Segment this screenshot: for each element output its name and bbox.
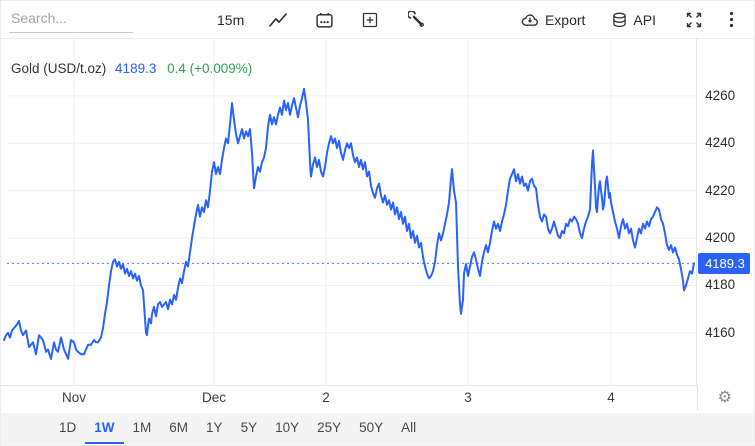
add-indicator-button[interactable]: [358, 8, 382, 32]
tools-button[interactable]: [404, 8, 428, 32]
date-range-button[interactable]: [312, 8, 336, 32]
plus-square-icon: [361, 11, 379, 29]
last-price-tag: 4189.3: [698, 252, 750, 274]
chart-row: Gold (USD/t.oz) 4189.3 0.4 (+0.009%) 418…: [1, 39, 754, 385]
range-button-6m[interactable]: 6M: [169, 420, 189, 435]
price-axis-label: 4200: [705, 230, 736, 246]
axis-corner-line: [697, 385, 698, 411]
kebab-menu-icon: [729, 11, 734, 28]
chart-type-button[interactable]: [266, 8, 290, 32]
wrench-icon: [407, 11, 425, 28]
api-label: API: [633, 11, 656, 28]
price-axis-label: 4180: [705, 277, 736, 293]
range-button-1w[interactable]: 1W: [85, 413, 124, 444]
export-button[interactable]: Export: [520, 12, 585, 28]
time-axis-label: 3: [464, 390, 472, 405]
price-chart-plot[interactable]: Gold (USD/t.oz) 4189.3 0.4 (+0.009%): [1, 39, 697, 385]
range-selector-bar: 1D 1W 1M 6M 1Y 5Y 10Y 25Y 50Y All: [1, 413, 754, 444]
price-axis-label: 4160: [705, 324, 736, 340]
cloud-download-icon: [520, 12, 545, 27]
legend-last-price: 4189.3: [115, 61, 157, 76]
range-button-5y[interactable]: 5Y: [240, 420, 258, 435]
line-chart-icon: [269, 12, 288, 28]
database-icon: [611, 12, 633, 28]
price-axis-label: 4260: [705, 87, 736, 103]
time-axis-label: 2: [322, 390, 330, 405]
range-button-1y[interactable]: 1Y: [206, 420, 223, 435]
spacer: [1, 412, 754, 413]
range-button-1d[interactable]: 1D: [59, 420, 77, 435]
legend-symbol: Gold (USD/t.oz): [11, 61, 107, 76]
axis-settings-gear-icon[interactable]: ⚙: [717, 389, 732, 406]
range-button-1m[interactable]: 1M: [132, 420, 152, 435]
legend-change: 0.4 (+0.009%): [167, 61, 253, 76]
price-axis-label: 4240: [705, 135, 736, 151]
fullscreen-icon: [685, 11, 703, 29]
range-button-25y[interactable]: 25Y: [317, 420, 342, 435]
interval-selector[interactable]: 15m: [217, 11, 245, 28]
range-button-10y[interactable]: 10Y: [275, 420, 300, 435]
calendar-icon: [315, 11, 334, 29]
search-input[interactable]: [9, 6, 133, 33]
range-button-all[interactable]: All: [401, 420, 417, 435]
price-axis-label: 4220: [705, 182, 736, 198]
time-axis-label: Nov: [61, 390, 86, 405]
price-axis[interactable]: 4189.3 4160 4180 4200 4220 4240 4260: [696, 39, 754, 385]
export-label: Export: [544, 11, 586, 28]
time-axis-label: Dec: [201, 390, 226, 405]
time-axis-label: 4: [607, 390, 615, 405]
toolbar-right-group: Export API: [494, 8, 754, 32]
time-axis-line: [1, 385, 698, 386]
price-line-chart: [3, 39, 697, 385]
chart-legend: Gold (USD/t.oz) 4189.3 0.4 (+0.009%): [11, 61, 252, 76]
api-button[interactable]: API: [611, 12, 656, 28]
time-axis[interactable]: ⚙ Nov Dec 2 3 4: [1, 385, 754, 412]
more-menu-button[interactable]: [724, 8, 738, 32]
toolbar: 15m: [1, 1, 754, 39]
fullscreen-button[interactable]: [682, 8, 706, 32]
range-button-50y[interactable]: 50Y: [359, 420, 384, 435]
